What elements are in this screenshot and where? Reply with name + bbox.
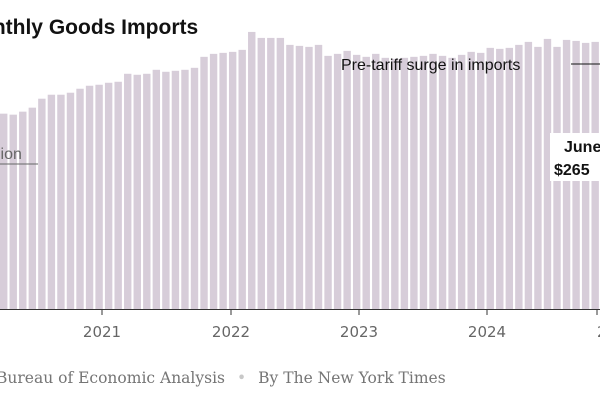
june-value-label: $265 — [554, 162, 590, 179]
x-axis-ticks: 2021 2022 2023 2024 2 — [83, 309, 600, 341]
bar — [219, 52, 227, 310]
bar — [372, 53, 380, 309]
bar — [324, 55, 332, 309]
bar — [429, 53, 437, 309]
bar — [448, 57, 456, 310]
bar — [19, 111, 27, 309]
bar — [496, 48, 504, 310]
bar — [457, 54, 466, 309]
june-label: June — [564, 139, 600, 156]
bar — [524, 41, 533, 309]
bar — [209, 53, 218, 309]
bar — [352, 54, 361, 309]
bar — [410, 56, 418, 310]
x-tick-label: 2021 — [83, 323, 121, 341]
source-note: Bureau of Economic Analysis • By The New Y… — [0, 369, 446, 387]
bar — [534, 46, 542, 309]
bar — [85, 85, 94, 309]
bar — [114, 81, 122, 309]
bar — [543, 38, 552, 310]
bar — [477, 52, 485, 310]
bar — [9, 114, 17, 310]
bar — [162, 71, 170, 309]
bar — [267, 37, 275, 309]
y-axis-label: lion — [0, 146, 22, 163]
bar — [362, 56, 370, 310]
bar — [124, 73, 132, 309]
separator-dot: • — [237, 369, 247, 387]
x-tick-label: 2 — [597, 323, 600, 341]
x-tick-label: 2024 — [468, 323, 506, 341]
bar — [276, 37, 285, 309]
bar — [133, 74, 141, 309]
bar — [286, 44, 294, 309]
bar — [0, 113, 8, 310]
bar — [171, 70, 180, 309]
bar — [438, 55, 447, 309]
bar — [104, 82, 113, 309]
bar — [257, 37, 265, 309]
credit-text: By The New York Times — [258, 369, 446, 387]
bar — [66, 92, 75, 309]
bar — [143, 73, 151, 309]
bar — [38, 98, 46, 309]
bar — [333, 53, 342, 309]
bar — [57, 94, 65, 309]
bar — [238, 49, 246, 310]
bar — [95, 84, 103, 309]
bar — [467, 51, 475, 310]
bar — [515, 44, 523, 309]
bar — [419, 55, 428, 309]
bar — [295, 45, 304, 309]
bar — [305, 46, 313, 309]
bar — [314, 44, 323, 309]
bar — [190, 67, 199, 309]
bar — [391, 58, 399, 310]
bar — [200, 56, 208, 310]
bar — [181, 69, 189, 309]
bar — [505, 47, 514, 310]
x-tick-label: 2023 — [340, 323, 378, 341]
bar — [381, 57, 389, 310]
source-text: Bureau of Economic Analysis — [0, 369, 226, 387]
surge-annotation: Pre-tariff surge in imports — [341, 57, 520, 74]
bar — [152, 69, 161, 309]
june-label-backdrop — [550, 133, 600, 181]
bar — [400, 57, 409, 310]
bar — [486, 47, 494, 310]
bar — [76, 88, 84, 310]
bar — [47, 94, 56, 309]
bar — [343, 50, 351, 310]
bar — [248, 31, 256, 310]
chart-title: onthly Goods Imports — [0, 16, 199, 39]
bar — [28, 107, 37, 309]
bar — [228, 51, 237, 310]
x-tick-label: 2022 — [212, 323, 250, 341]
